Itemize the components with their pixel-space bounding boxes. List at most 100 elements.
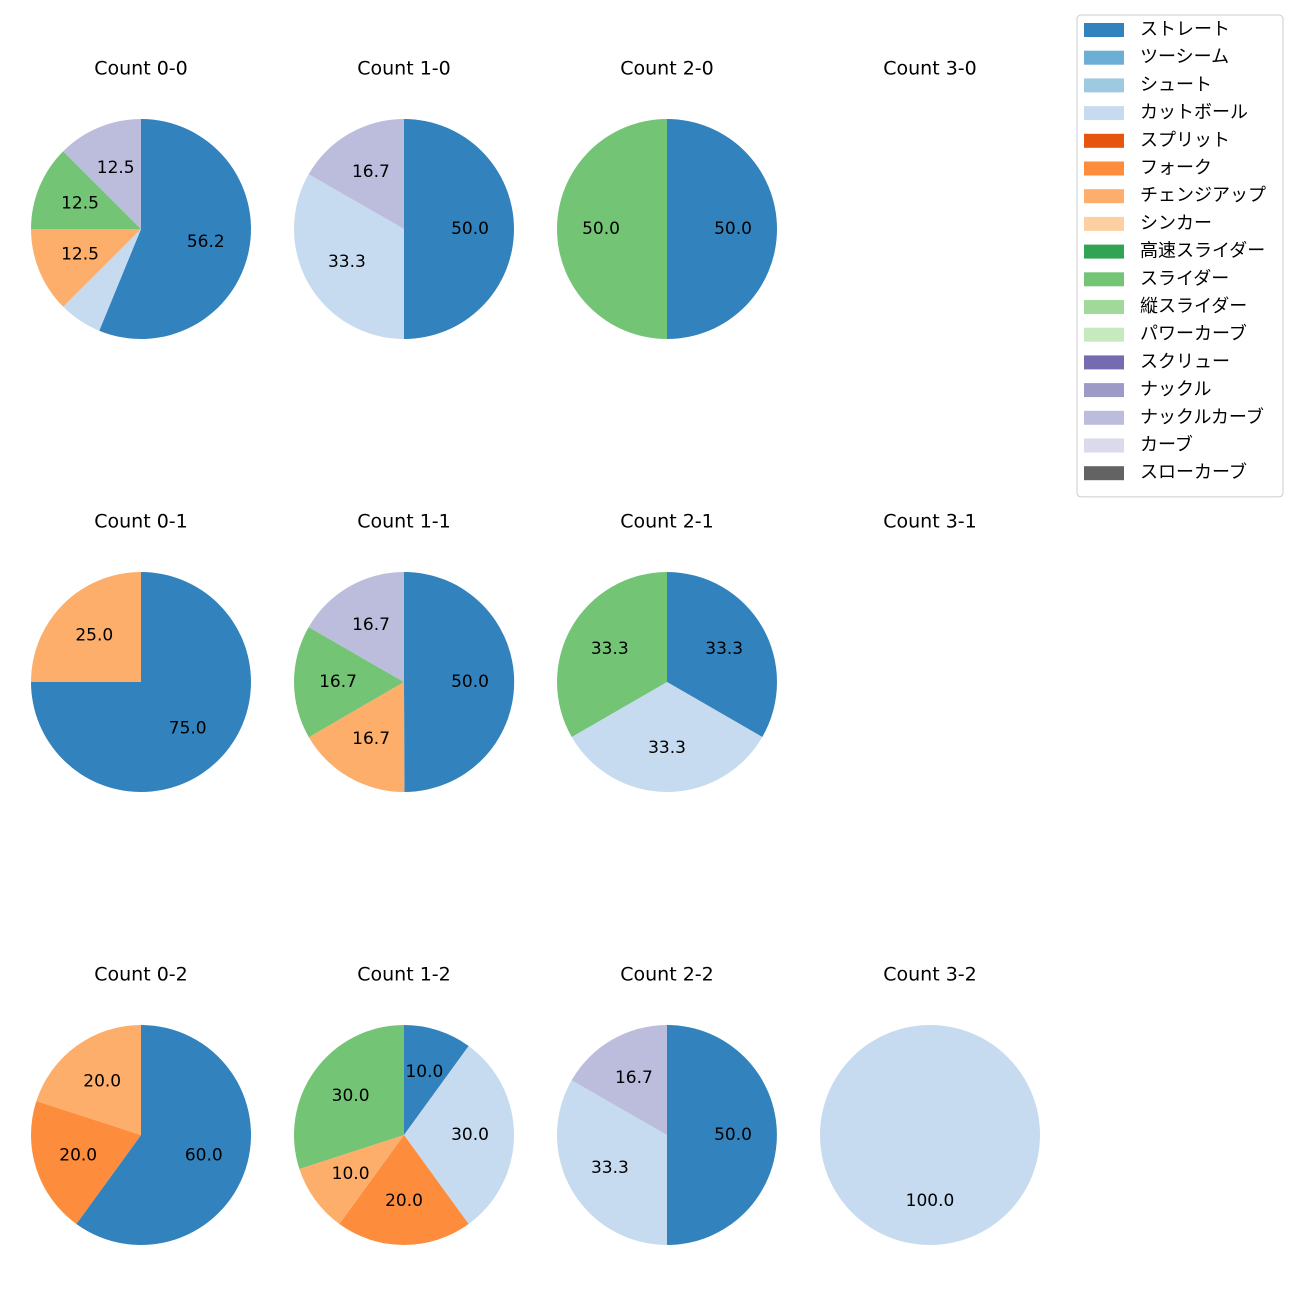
slice-label: 10.0 bbox=[405, 1062, 443, 1082]
legend-swatch bbox=[1084, 300, 1124, 314]
legend-item: カットボール bbox=[1084, 102, 1248, 123]
legend-item: ナックルカーブ bbox=[1084, 406, 1264, 428]
pie-slice bbox=[339, 1135, 469, 1246]
legend-label: フォーク bbox=[1140, 158, 1212, 179]
legend-swatch bbox=[1084, 272, 1124, 287]
legend-swatch bbox=[1084, 161, 1124, 176]
pie-slice bbox=[667, 1025, 777, 1245]
pie-chart: Count 3-1 bbox=[883, 511, 977, 533]
slice-label: 75.0 bbox=[169, 719, 207, 739]
pie-title: Count 2-0 bbox=[620, 58, 714, 80]
pie-slice bbox=[299, 1135, 404, 1224]
legend-swatch bbox=[1084, 327, 1124, 342]
legend-item: パワーカーブ bbox=[1084, 323, 1247, 345]
pie-slice bbox=[63, 229, 141, 331]
pie-slice bbox=[404, 1046, 515, 1224]
legend-label: シュート bbox=[1140, 74, 1212, 95]
legend-label: ツーシーム bbox=[1140, 47, 1229, 68]
legend-label: ナックル bbox=[1140, 379, 1211, 400]
slice-label: 50.0 bbox=[714, 219, 752, 239]
legend-label: スクリュー bbox=[1140, 351, 1230, 372]
legend-item: スライダー bbox=[1084, 268, 1229, 289]
pie-chart: Count 2-1 33.3 33.3 33.3 bbox=[557, 511, 777, 792]
legend-label: ストレート bbox=[1140, 19, 1230, 40]
legend-label: カーブ bbox=[1140, 434, 1193, 456]
legend-item: カーブ bbox=[1084, 434, 1193, 456]
pie-title: Count 1-0 bbox=[357, 58, 451, 80]
pie-slice bbox=[404, 119, 514, 339]
legend-entries: ストレートツーシームシュートカットボールスプリットフォークチェンジアップシンカー… bbox=[1084, 19, 1266, 483]
legend-item: スクリュー bbox=[1084, 351, 1230, 372]
legend-label: ナックルカーブ bbox=[1140, 406, 1264, 428]
pie-chart: Count 0-2 60.0 20.0 20.0 bbox=[30, 964, 251, 1246]
pie-chart: Count 0-1 75.0 25.0 bbox=[31, 511, 251, 792]
pie-title: Count 1-1 bbox=[357, 511, 451, 533]
pie-charts: Count 0-0 56.2 12.5 12.5 12.5 Count 1-0 50.0 33… bbox=[30, 58, 1040, 1246]
legend-item: 縦スライダー bbox=[1084, 296, 1247, 317]
slice-label: 20.0 bbox=[59, 1145, 97, 1165]
slice-label: 30.0 bbox=[451, 1125, 489, 1145]
slice-label: 25.0 bbox=[75, 625, 113, 645]
legend-swatch bbox=[1084, 78, 1124, 93]
slice-label: 16.7 bbox=[615, 1068, 653, 1088]
pie-slice bbox=[31, 151, 141, 229]
pie-chart: Count 1-0 50.0 33.3 16.7 bbox=[293, 58, 514, 340]
legend-swatch bbox=[1084, 106, 1124, 121]
slice-label: 16.7 bbox=[352, 615, 390, 635]
legend-label: チェンジアップ bbox=[1140, 185, 1266, 206]
legend-item: ストレート bbox=[1084, 19, 1230, 40]
pie-title: Count 0-2 bbox=[94, 964, 188, 986]
pie-slice bbox=[667, 572, 777, 737]
pie-slice bbox=[308, 572, 404, 682]
pie-slice bbox=[557, 119, 667, 339]
pie-slice bbox=[31, 572, 141, 682]
legend-item: 高速スライダー bbox=[1084, 241, 1265, 262]
slice-label: 50.0 bbox=[582, 219, 620, 239]
pie-title: Count 3-2 bbox=[883, 964, 977, 986]
legend-label: パワーカーブ bbox=[1140, 323, 1247, 345]
slice-label: 12.5 bbox=[61, 194, 99, 214]
pie-chart: Count 1-1 50.0 16.7 16.7 16.7 bbox=[293, 511, 515, 793]
pie-chart: Count 3-0 bbox=[883, 58, 977, 80]
slice-label: 56.2 bbox=[187, 232, 225, 252]
pie-slice bbox=[63, 119, 141, 229]
slice-label: 16.7 bbox=[352, 162, 390, 182]
legend-swatch bbox=[1084, 244, 1124, 259]
slice-label: 50.0 bbox=[451, 672, 489, 692]
slice-label: 16.7 bbox=[352, 729, 390, 749]
legend-label: スローカーブ bbox=[1140, 461, 1247, 483]
slice-label: 33.3 bbox=[705, 639, 743, 659]
pie-chart: Count 2-2 50.0 33.3 16.7 bbox=[556, 964, 777, 1245]
pie-chart: Count 0-0 56.2 12.5 12.5 12.5 bbox=[31, 58, 251, 339]
legend-item: スプリット bbox=[1084, 130, 1230, 151]
legend-item: ナックル bbox=[1084, 379, 1211, 400]
pie-slice bbox=[571, 1025, 667, 1135]
legend-swatch bbox=[1084, 466, 1124, 481]
legend-item: ツーシーム bbox=[1084, 47, 1229, 68]
slice-label: 33.3 bbox=[591, 1158, 629, 1178]
legend-label: 縦スライダー bbox=[1140, 296, 1247, 317]
slice-label: 10.0 bbox=[332, 1164, 370, 1184]
pie-slice bbox=[557, 572, 667, 737]
pie-slice bbox=[293, 1025, 404, 1169]
pie-slice bbox=[36, 1025, 141, 1135]
slice-label: 20.0 bbox=[385, 1191, 423, 1211]
legend-label: スライダー bbox=[1140, 268, 1229, 289]
legend-swatch bbox=[1084, 383, 1124, 398]
pie-title: Count 2-2 bbox=[620, 964, 714, 986]
slice-label: 16.7 bbox=[319, 672, 357, 692]
legend-label: カットボール bbox=[1140, 102, 1248, 123]
pie-slice bbox=[820, 1025, 1040, 1245]
slice-label: 33.3 bbox=[648, 738, 686, 758]
legend-label: 高速スライダー bbox=[1140, 241, 1265, 262]
legend-swatch bbox=[1084, 438, 1124, 453]
pie-title: Count 2-1 bbox=[620, 511, 714, 533]
pie-slice bbox=[99, 119, 251, 339]
slice-label: 50.0 bbox=[451, 219, 489, 239]
slice-label: 33.3 bbox=[591, 639, 629, 659]
pie-title: Count 3-0 bbox=[883, 58, 977, 80]
pie-title: Count 3-1 bbox=[883, 511, 977, 533]
pie-slice bbox=[31, 229, 141, 307]
legend-swatch bbox=[1084, 189, 1124, 204]
